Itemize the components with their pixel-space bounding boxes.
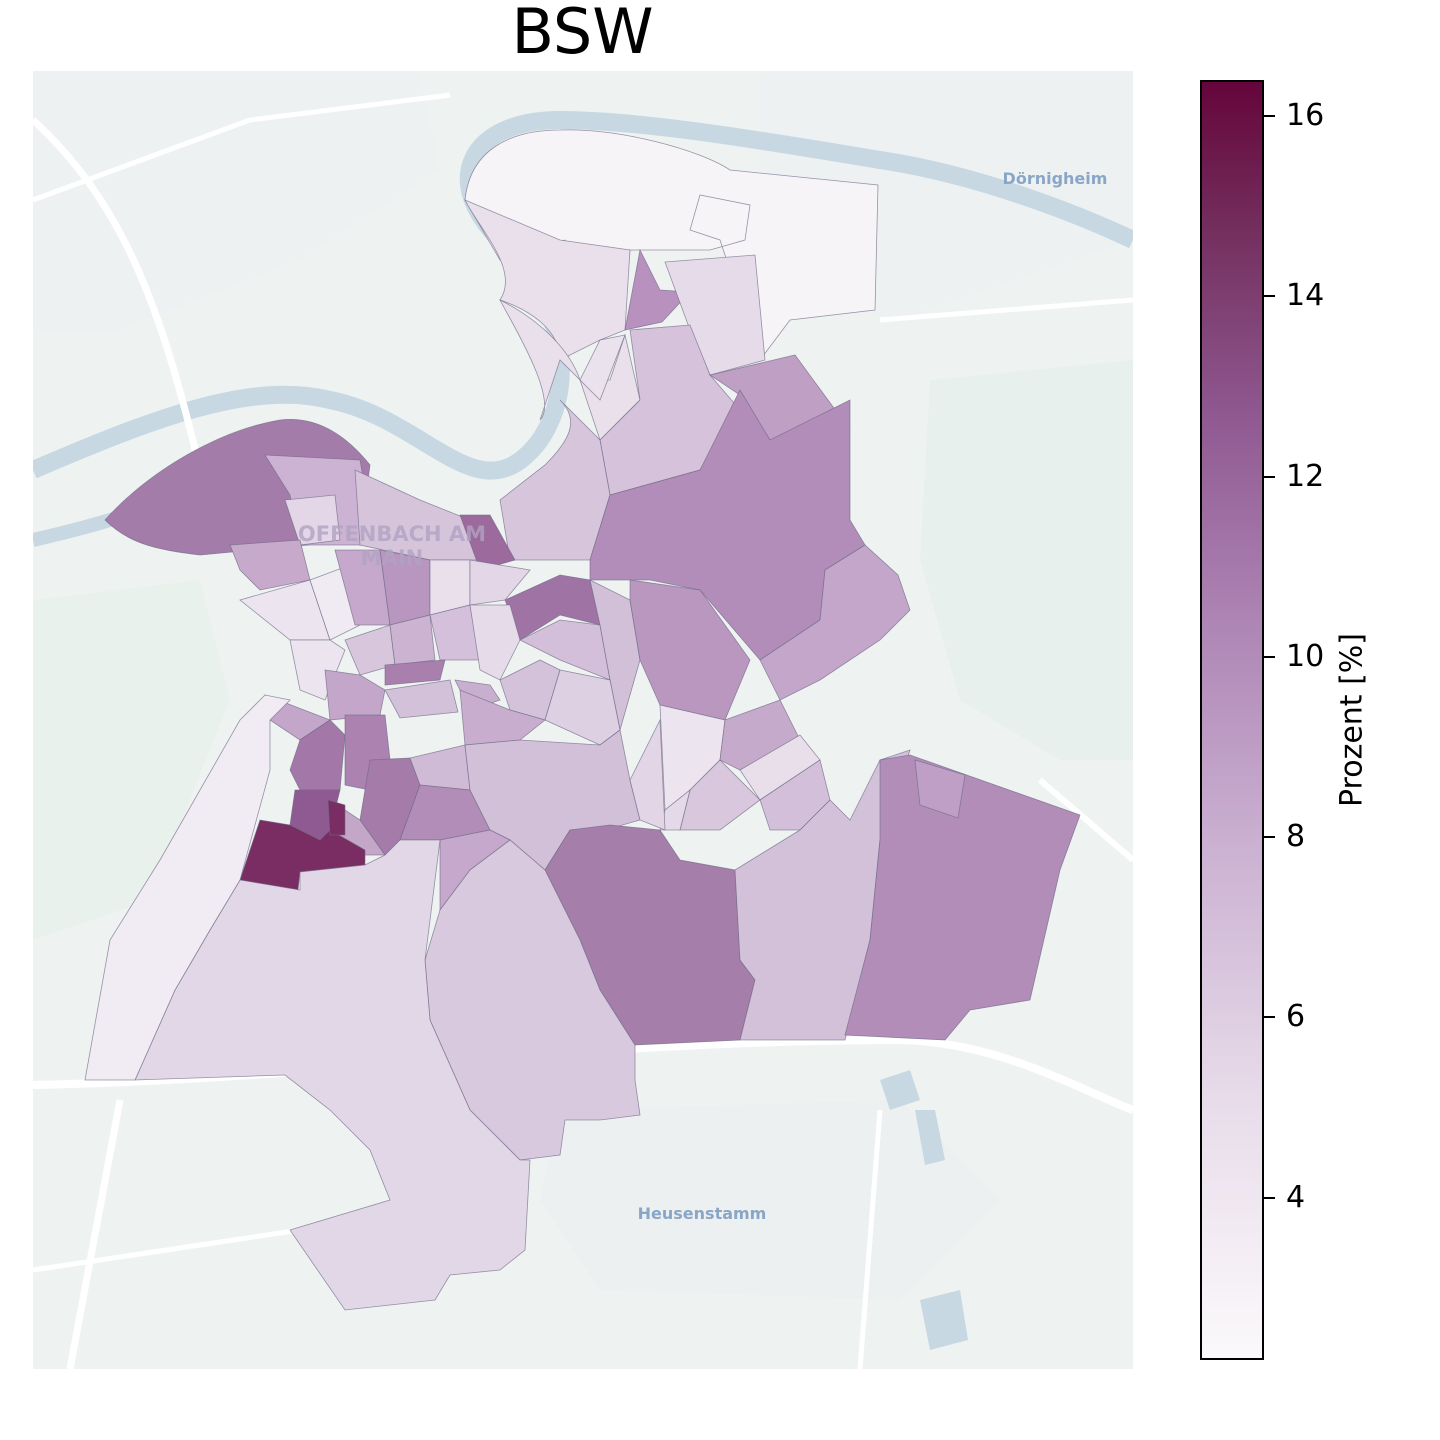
- district-region[interactable]: [134, 839, 531, 1311]
- colorbar-tick: [1264, 115, 1275, 118]
- road: [33, 117, 204, 471]
- district-region[interactable]: [384, 679, 459, 719]
- colorbar-tick-label: 10: [1286, 638, 1325, 674]
- road: [33, 92, 451, 203]
- colorbar-tick: [1264, 295, 1275, 298]
- road: [1038, 777, 1133, 863]
- district-region[interactable]: [459, 514, 516, 571]
- map-title: BSW: [511, 0, 654, 68]
- district-region[interactable]: [629, 718, 666, 831]
- district-region[interactable]: [664, 254, 766, 376]
- colorbar-tick-label: 16: [1286, 98, 1325, 134]
- map-canvas[interactable]: Dörnigheim OFFENBACH AM MAIN Heusenstamm: [33, 71, 1133, 1369]
- colorbar-label: Prozent [%]: [1334, 632, 1370, 808]
- basemap-svg: Dörnigheim OFFENBACH AM MAIN Heusenstamm: [33, 71, 1133, 1369]
- district-region[interactable]: [914, 759, 966, 819]
- lake: [915, 1110, 945, 1165]
- place-label-offenbach-line2: MAIN: [361, 546, 424, 570]
- district-region[interactable]: [544, 669, 621, 746]
- district-region[interactable]: [229, 539, 311, 591]
- colorbar-tick-label: 6: [1286, 999, 1306, 1035]
- colorbar-tick-label: 4: [1286, 1179, 1306, 1215]
- place-label-offenbach-line1: OFFENBACH AM: [298, 522, 486, 546]
- road: [879, 297, 1133, 323]
- colorbar: [1200, 80, 1264, 1360]
- lake: [880, 1070, 920, 1110]
- colorbar-tick: [1264, 655, 1275, 658]
- colorbar-tick-label: 14: [1286, 278, 1325, 314]
- forest-area: [33, 580, 230, 940]
- district-region[interactable]: [284, 494, 341, 546]
- place-label-doernigheim: Dörnigheim: [1003, 169, 1108, 188]
- district-region[interactable]: [324, 669, 386, 721]
- district-region[interactable]: [624, 248, 691, 331]
- colorbar-tick: [1264, 836, 1275, 839]
- colorbar-tick: [1264, 1016, 1275, 1019]
- district-region[interactable]: [499, 299, 641, 441]
- district-region[interactable]: [384, 659, 446, 686]
- district-region[interactable]: [84, 694, 291, 1081]
- district-region[interactable]: [844, 754, 1081, 1041]
- districts: [84, 129, 1081, 1311]
- colorbar-tick: [1264, 475, 1275, 478]
- district-region[interactable]: [469, 604, 521, 681]
- colorbar-tick: [1264, 1196, 1275, 1199]
- district-region[interactable]: [464, 129, 879, 361]
- lake: [920, 1290, 968, 1350]
- district-region[interactable]: [579, 334, 626, 401]
- district-region[interactable]: [389, 614, 436, 666]
- road: [66, 1099, 124, 1369]
- forest-area: [920, 360, 1133, 760]
- district-region[interactable]: [459, 689, 546, 746]
- urban-area: [540, 1100, 1000, 1300]
- colorbar-tick-label: 8: [1286, 819, 1306, 855]
- place-label-heusenstamm: Heusenstamm: [638, 1204, 767, 1223]
- road: [857, 1109, 883, 1369]
- colorbar-tick-label: 12: [1286, 458, 1325, 494]
- district-region[interactable]: [759, 544, 911, 701]
- district-region-max[interactable]: [327, 799, 346, 836]
